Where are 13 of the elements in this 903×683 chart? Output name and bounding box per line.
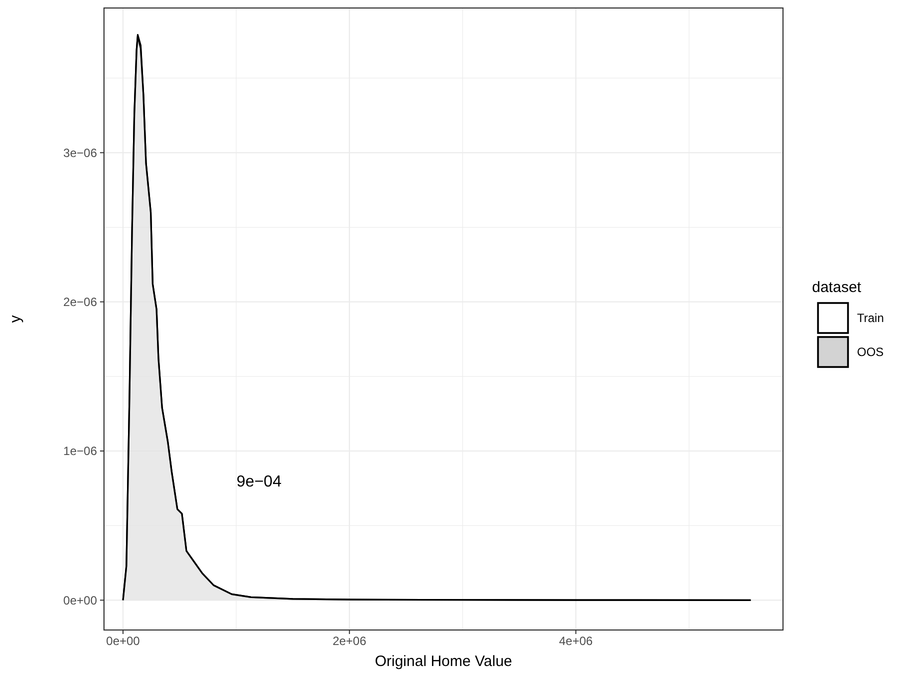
y-tick-label: 3e−06 bbox=[63, 146, 98, 160]
text: Train bbox=[857, 311, 884, 326]
y-tick-label: 2e−06 bbox=[63, 295, 98, 310]
annotation: 9e−04 bbox=[236, 474, 282, 491]
y-tick-label: 1e−06 bbox=[63, 444, 98, 458]
y-tick-label: 0e+00 bbox=[63, 593, 98, 608]
legend-title: dataset bbox=[812, 279, 862, 296]
x-tick-label: 2e+06 bbox=[332, 634, 367, 648]
x-tick-label: 4e+06 bbox=[558, 634, 594, 648]
text: OOS bbox=[857, 345, 884, 360]
x-tick-label: 0e+00 bbox=[106, 634, 140, 648]
y-axis-title: y bbox=[7, 314, 24, 323]
x-axis-title: Original Home Value bbox=[374, 653, 512, 670]
